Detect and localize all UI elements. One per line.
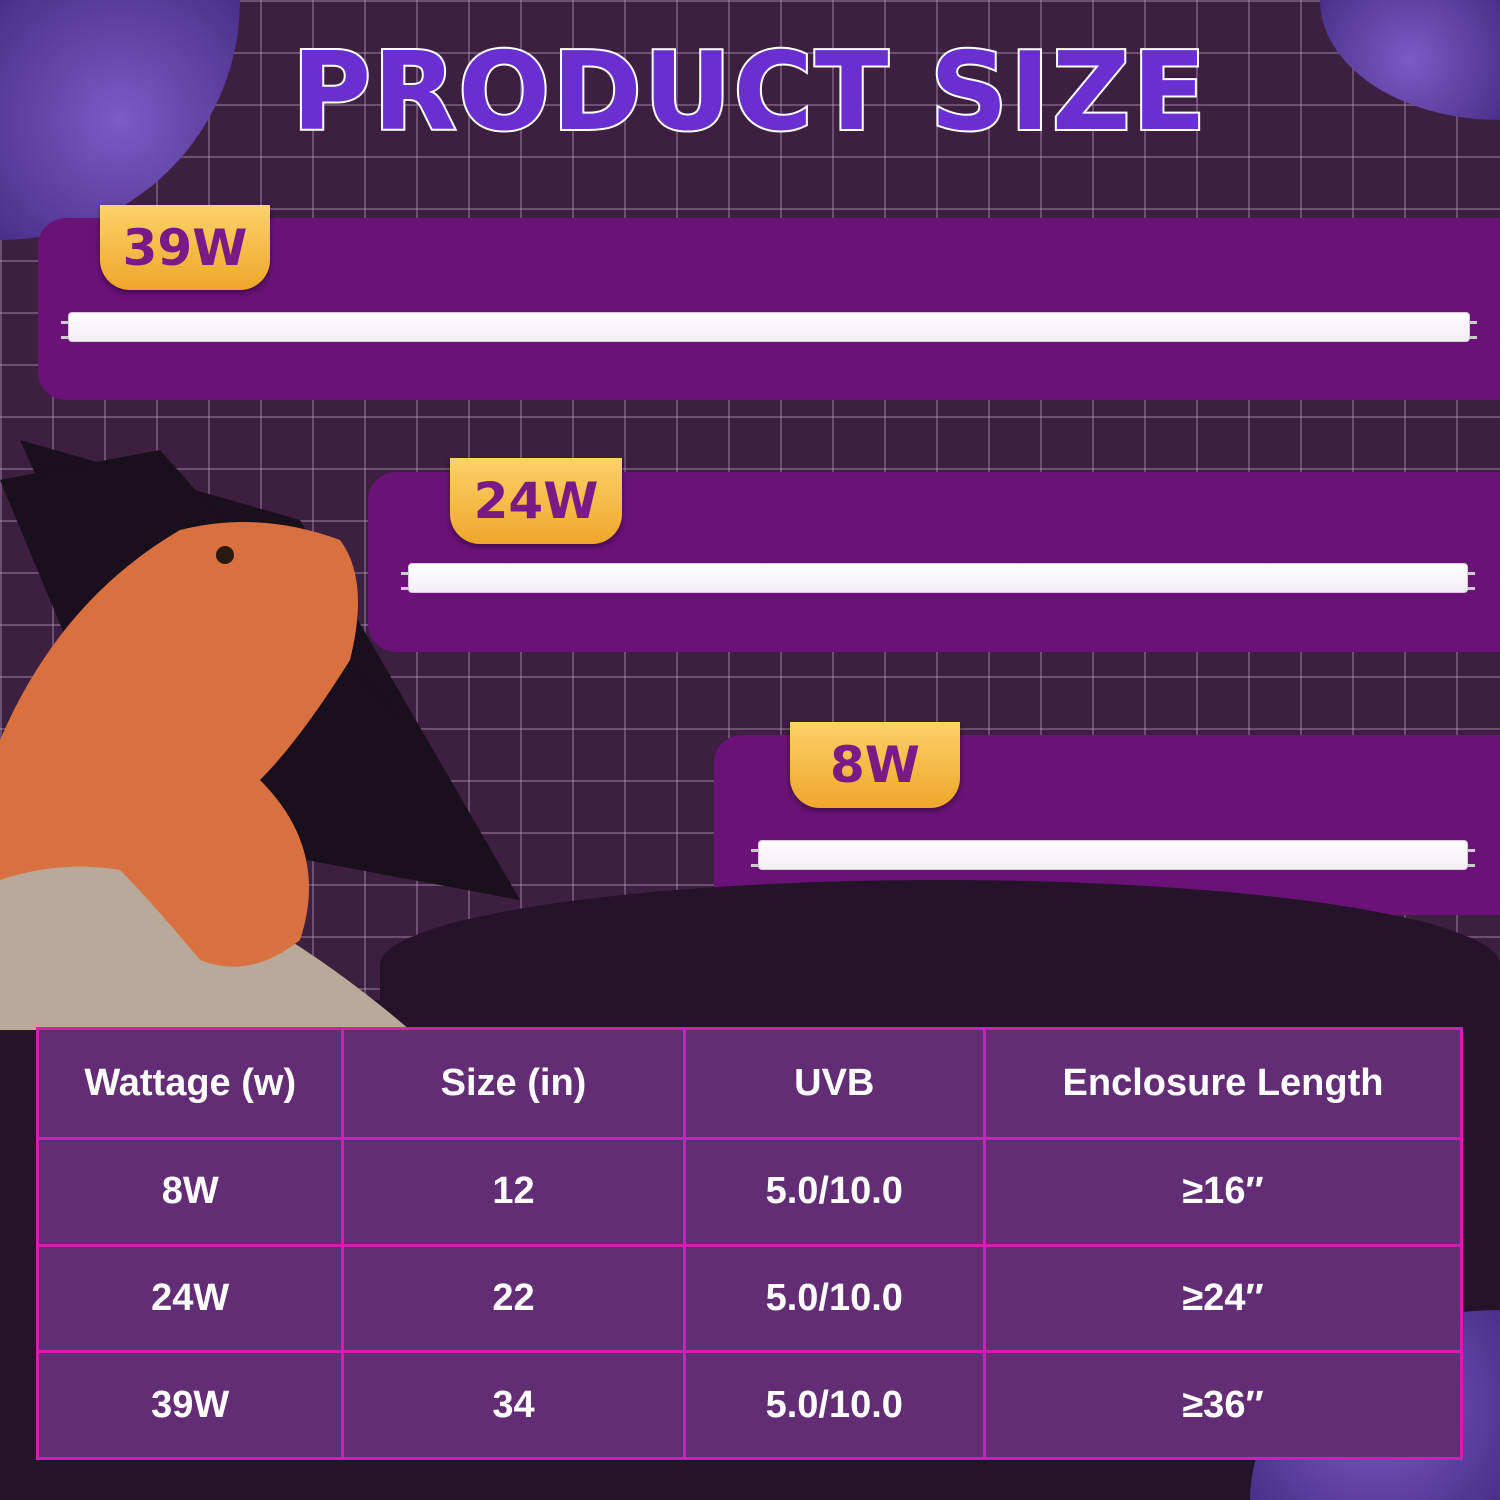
specs-table: Wattage (w) Size (in) UVB Enclosure Leng… bbox=[35, 1027, 1464, 1460]
bearded-dragon-image bbox=[0, 440, 520, 1030]
uvb-tube-8w bbox=[751, 840, 1475, 870]
lamp-label-8w: 8W bbox=[790, 722, 960, 808]
table-row: 8W 12 5.0/10.0 ≥16″ bbox=[35, 1137, 1464, 1247]
header-enclosure-length: Enclosure Length bbox=[982, 1027, 1464, 1140]
header-uvb: UVB bbox=[682, 1027, 986, 1140]
lamp-label-39w: 39W bbox=[100, 205, 270, 290]
cell-uvb: 5.0/10.0 bbox=[682, 1137, 986, 1247]
page-title: PRODUCT SIZE bbox=[290, 28, 1209, 157]
cell-size: 34 bbox=[341, 1350, 686, 1460]
cell-uvb: 5.0/10.0 bbox=[682, 1243, 986, 1354]
cell-wattage: 24W bbox=[35, 1243, 345, 1354]
cell-enclosure-length: ≥16″ bbox=[982, 1137, 1464, 1247]
header-size: Size (in) bbox=[341, 1027, 686, 1140]
table-row: 39W 34 5.0/10.0 ≥36″ bbox=[35, 1350, 1464, 1460]
cell-enclosure-length: ≥24″ bbox=[982, 1243, 1464, 1354]
cell-size: 12 bbox=[341, 1137, 686, 1247]
lamp-label-24w: 24W bbox=[450, 458, 622, 544]
uvb-tube-24w bbox=[401, 563, 1475, 593]
cell-enclosure-length: ≥36″ bbox=[982, 1350, 1464, 1460]
table-row: 24W 22 5.0/10.0 ≥24″ bbox=[35, 1243, 1464, 1354]
table-header-row: Wattage (w) Size (in) UVB Enclosure Leng… bbox=[35, 1027, 1464, 1140]
cell-wattage: 39W bbox=[35, 1350, 345, 1460]
uvb-tube-39w bbox=[61, 312, 1477, 342]
cell-wattage: 8W bbox=[35, 1137, 345, 1247]
header-wattage: Wattage (w) bbox=[35, 1027, 345, 1140]
dark-hill-silhouette bbox=[380, 880, 1500, 1050]
cell-uvb: 5.0/10.0 bbox=[682, 1350, 986, 1460]
lamp-panel-39w bbox=[38, 218, 1500, 400]
cell-size: 22 bbox=[341, 1243, 686, 1354]
